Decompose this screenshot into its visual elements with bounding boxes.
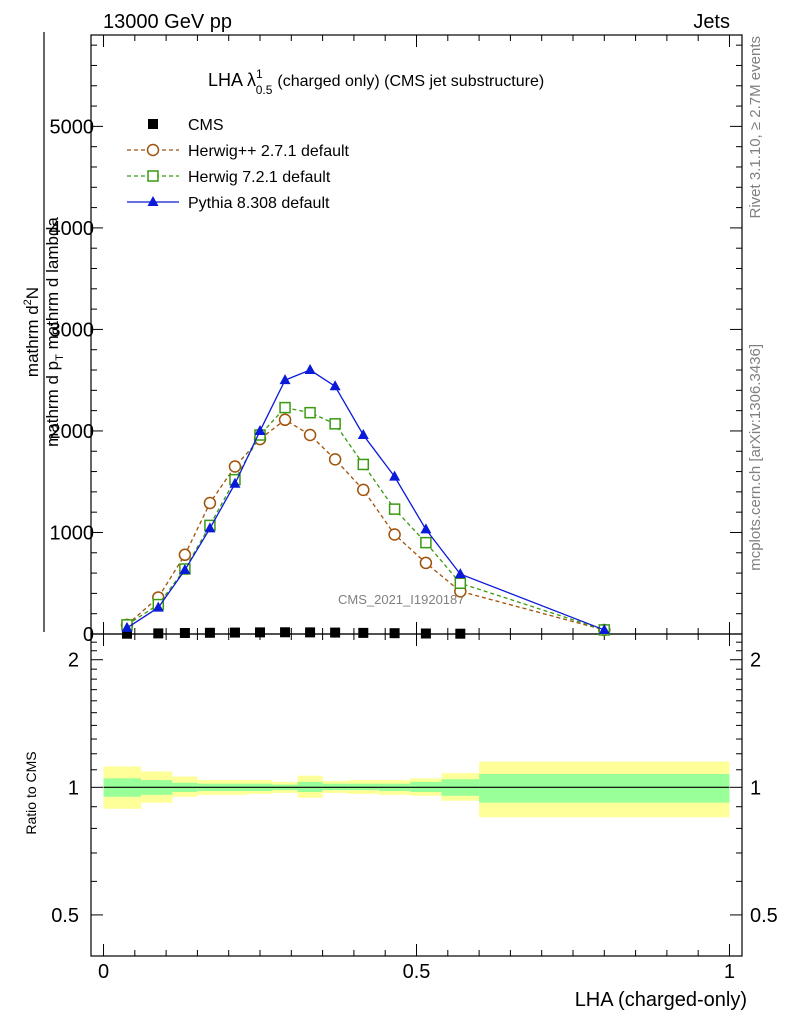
data-point: [389, 470, 401, 481]
main-y-label: mathrm d2N mathrm d pT mathrm d lambda: [22, 32, 66, 632]
data-point: [178, 548, 192, 562]
ratio-y-tick-label: 2: [68, 650, 79, 672]
y-label-numerator: mathrm d2N: [22, 287, 42, 377]
energy-label: 13000 GeV pp: [103, 11, 232, 33]
data-point: [179, 564, 191, 575]
x-tick-label: 0: [98, 961, 109, 983]
data-point: [388, 503, 401, 515]
data-point: [152, 601, 164, 612]
watermark: CMS_2021_I1920187: [338, 592, 465, 607]
main-y-tick-label: 5000: [50, 116, 95, 138]
data-point: [255, 627, 266, 638]
data-point: [328, 453, 342, 466]
data-point: [278, 413, 292, 427]
data-point: [304, 364, 316, 375]
data-point: [388, 528, 401, 541]
data-point: [229, 477, 241, 488]
main-axes: 0 1000 2000 3000 4000 5000: [50, 35, 742, 956]
data-point: [303, 428, 317, 442]
data-point: [204, 627, 215, 638]
ratio-y-label: Ratio to CMS: [23, 751, 39, 834]
main-y-tick-label: 2000: [50, 421, 95, 443]
data-point: [420, 523, 432, 534]
data-point: [357, 458, 370, 471]
x-axis-label: LHA (charged-only): [575, 989, 747, 1011]
rivet-label: Rivet 3.1.10, ≥ 2.7M events: [747, 36, 764, 219]
legend-label: Herwig++ 2.7.1 default: [188, 143, 350, 160]
series-line-3: [126, 369, 605, 631]
data-point: [357, 429, 369, 440]
data-point: [228, 460, 242, 473]
legend-entry-0: CMS: [148, 117, 224, 134]
legend-entry-1: Herwig++ 2.7.1 default: [127, 143, 350, 160]
legend-entry-3: Pythia 8.308 default: [127, 195, 330, 212]
ratio-bands: [103, 761, 730, 818]
main-y-tick-label: 0: [83, 624, 94, 646]
data-point: [357, 483, 370, 497]
data-point: [420, 536, 432, 549]
data-point: [329, 418, 341, 430]
data-point: [179, 627, 190, 638]
main-y-tick-label: 1000: [50, 522, 95, 544]
data-point: [358, 627, 369, 638]
series-0: [121, 627, 466, 639]
data-point: [389, 628, 400, 639]
data-point: [204, 522, 216, 533]
legend-marker: [147, 170, 159, 182]
data-point: [304, 406, 316, 419]
data-point: [420, 628, 431, 639]
data-point: [254, 424, 266, 435]
title-main: LHA λ: [208, 70, 256, 90]
data-point: [203, 496, 217, 510]
legend-entry-2: Herwig 7.2.1 default: [127, 169, 331, 186]
data-point: [153, 628, 164, 639]
legend-label: Pythia 8.308 default: [188, 195, 330, 212]
y-label-denominator: mathrm d pT mathrm d lambda: [43, 217, 66, 447]
main-series: [120, 364, 611, 639]
title-sub: 0.5: [256, 83, 273, 97]
ratio-y-tick-label-right: 1: [750, 777, 761, 799]
data-point: [454, 568, 466, 579]
series-3: [121, 364, 610, 634]
main-y-tick-label: 4000: [50, 218, 95, 240]
legend-marker: [147, 196, 159, 206]
source-label: mcplots.cern.ch [arXiv:1306.3436]: [747, 344, 764, 571]
ratio-y-tick-label-right: 0.5: [750, 905, 778, 927]
legend-marker: [146, 143, 160, 157]
data-point: [121, 628, 132, 639]
data-point: [598, 623, 610, 634]
data-point: [229, 627, 240, 638]
x-tick-label: 0.5: [403, 961, 431, 983]
ratio-y-tick-label: 0.5: [51, 905, 79, 927]
process-label: Jets: [693, 11, 730, 33]
plot-title: LHA λ1 0.5 (charged only) (CMS jet substru…: [208, 67, 544, 97]
x-tick-label: 1: [724, 961, 735, 983]
ratio-inner-band-13: [479, 774, 730, 803]
title-rest: (charged only) (CMS jet substructure): [277, 73, 544, 90]
data-point: [454, 577, 467, 589]
data-point: [330, 627, 341, 638]
legend-marker: [148, 119, 158, 129]
legend-label: CMS: [188, 117, 224, 134]
legend-label: Herwig 7.2.1 default: [188, 169, 331, 186]
main-y-tick-label: 3000: [50, 319, 95, 341]
ratio-axes: 0.5 0.5 1 1 2 2 0 0.5 1: [51, 641, 778, 983]
series-line-1: [126, 418, 605, 631]
ratio-y-tick-label-right: 2: [750, 650, 761, 672]
title-sup: 1: [256, 67, 263, 81]
data-point: [419, 556, 433, 570]
data-point: [279, 374, 291, 385]
data-point: [455, 628, 466, 639]
data-point: [329, 380, 341, 391]
data-point: [280, 627, 291, 638]
data-point: [305, 627, 316, 638]
data-point: [279, 401, 291, 414]
ratio-y-tick-label: 1: [68, 777, 79, 799]
data-point: [121, 621, 133, 632]
legend: CMS Herwig++ 2.7.1 default Herwig 7.2.1 de…: [127, 117, 350, 212]
